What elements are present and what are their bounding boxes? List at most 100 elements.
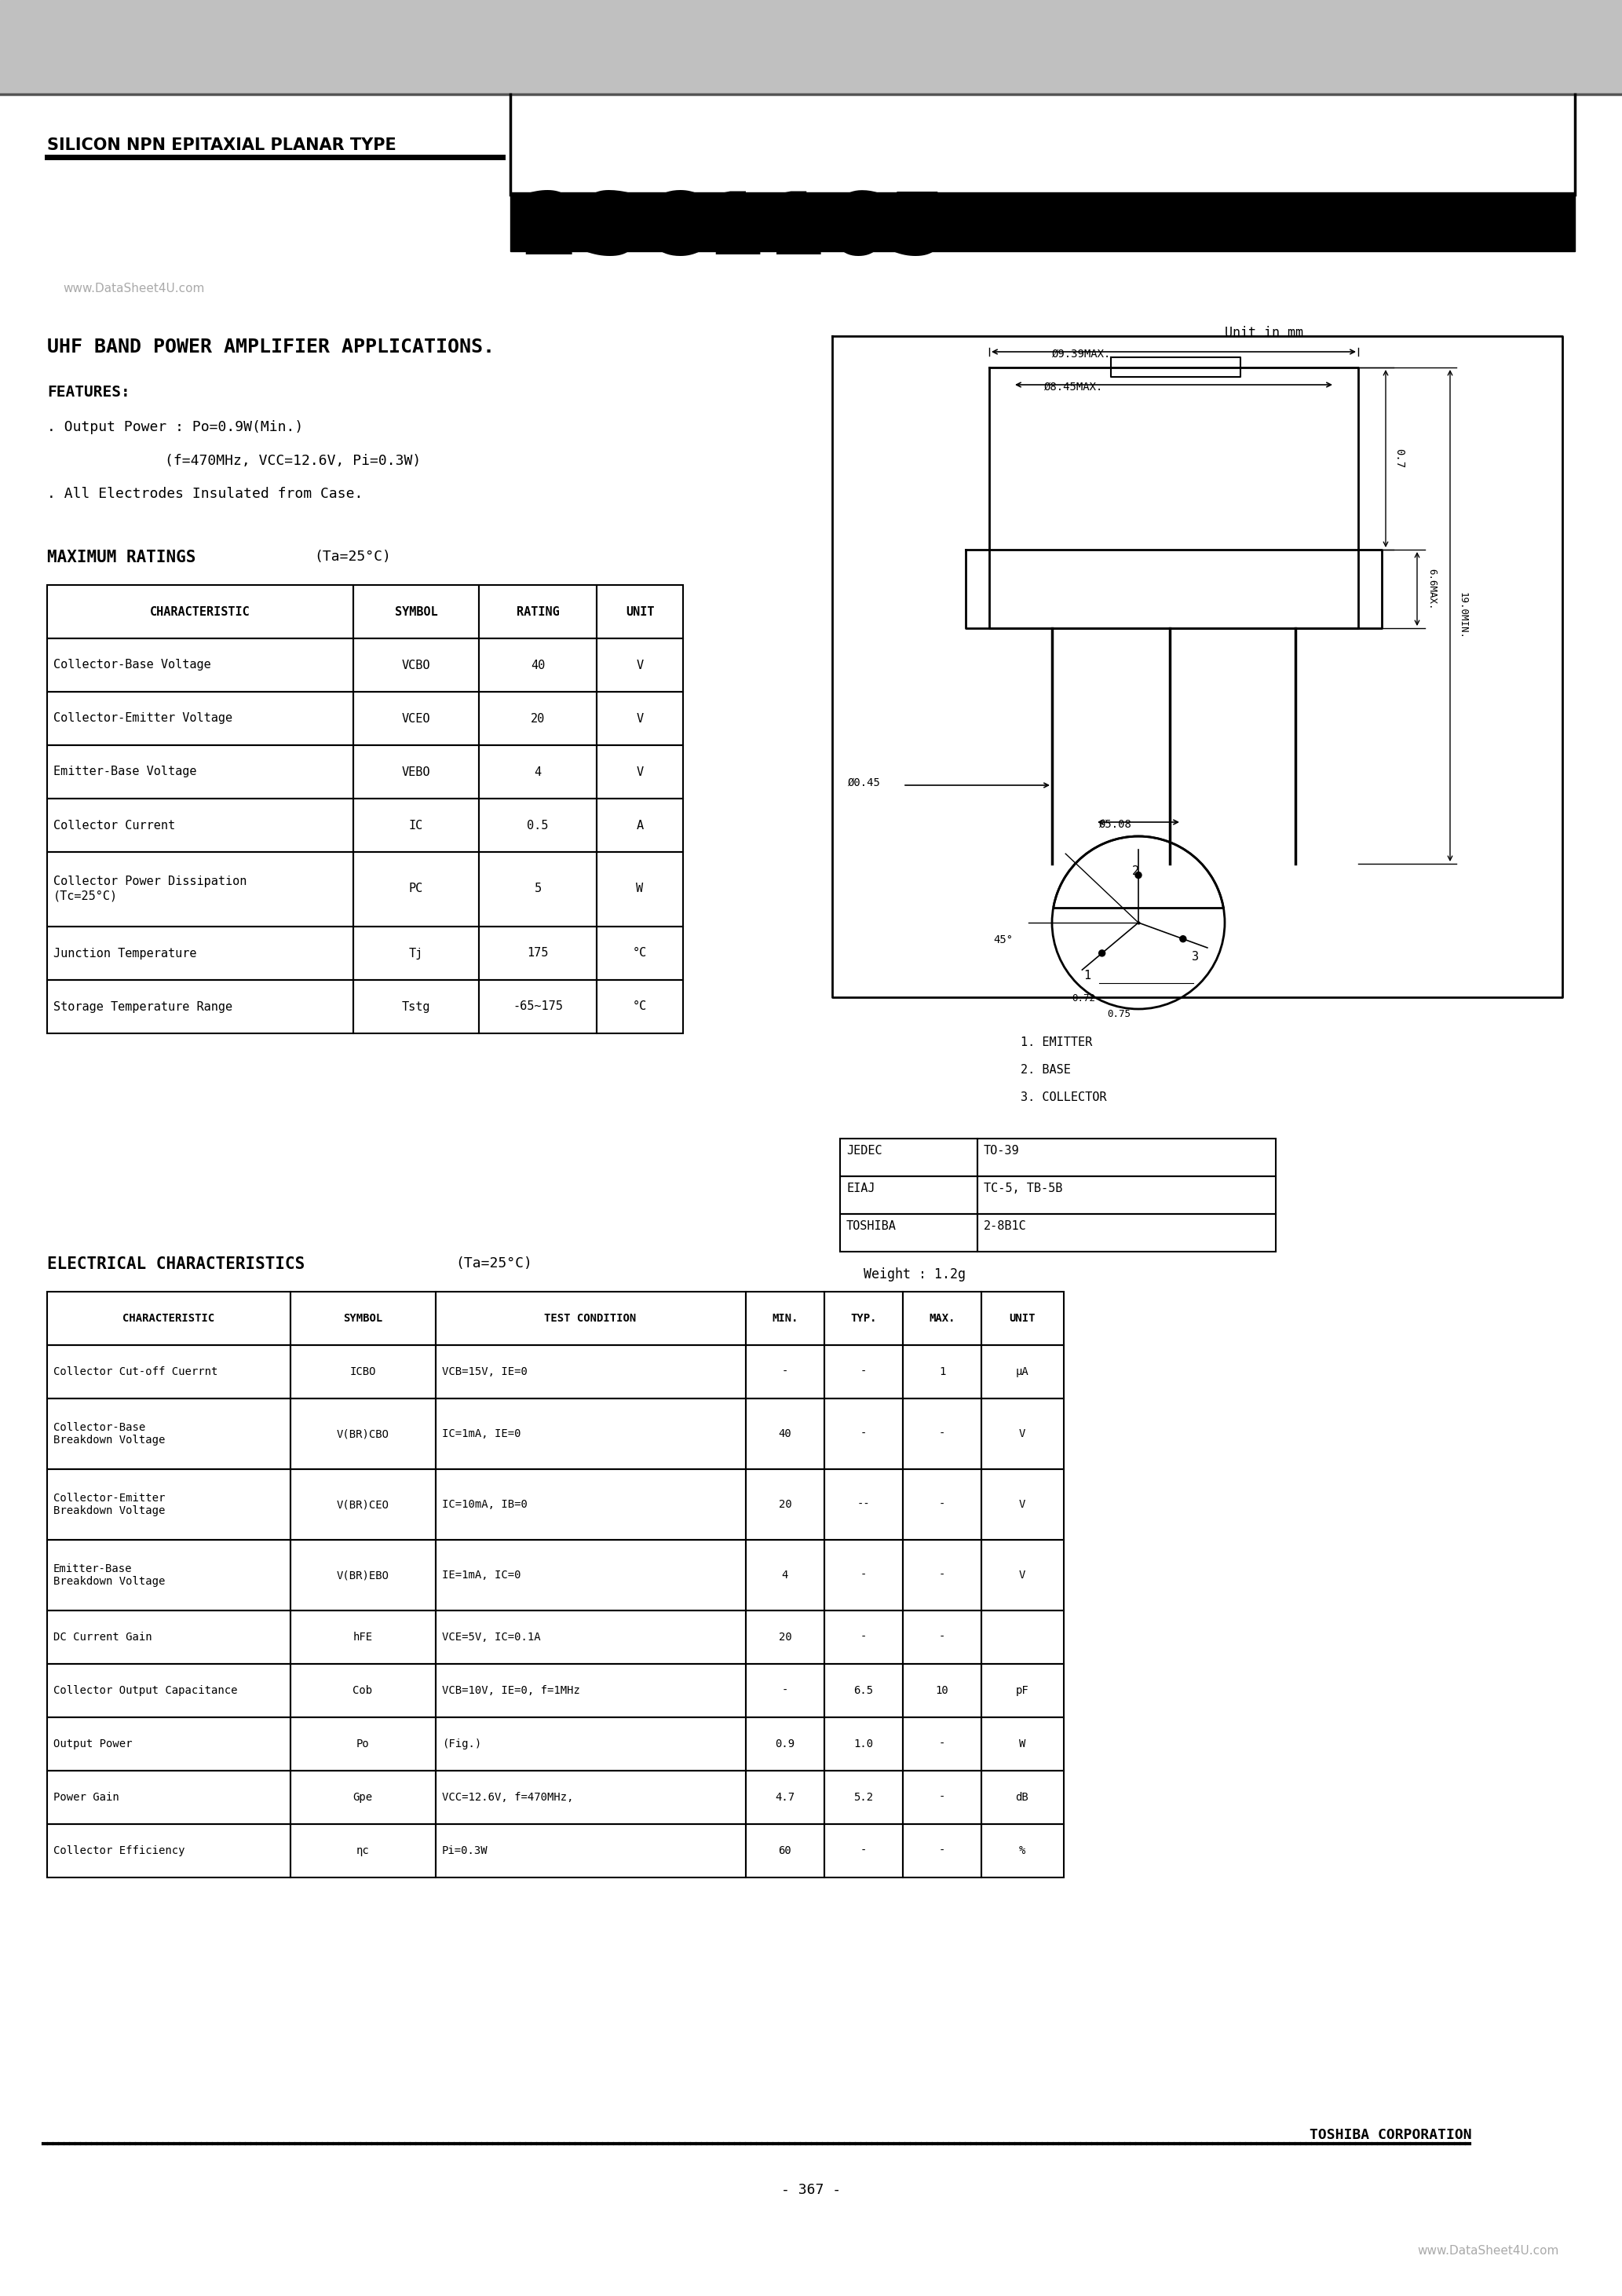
- Bar: [840, 1139, 978, 1176]
- Text: MAX.: MAX.: [929, 1313, 955, 1325]
- Bar: [290, 1665, 436, 1717]
- Text: SYMBOL: SYMBOL: [342, 1313, 383, 1325]
- Text: 1: 1: [939, 1366, 946, 1378]
- Text: V(BR)EBO: V(BR)EBO: [336, 1570, 389, 1580]
- Text: V: V: [1019, 1428, 1025, 1440]
- Text: 0.72: 0.72: [1072, 994, 1095, 1003]
- Text: TC-5, TB-5B: TC-5, TB-5B: [983, 1182, 1062, 1194]
- Bar: [824, 1293, 903, 1345]
- Bar: [47, 1398, 290, 1469]
- Bar: [47, 1609, 290, 1665]
- Bar: [978, 1215, 1277, 1251]
- Text: 6.6MAX.: 6.6MAX.: [1426, 569, 1437, 608]
- Text: 19.0MIN.: 19.0MIN.: [1458, 592, 1468, 638]
- Text: JEDEC: JEDEC: [847, 1146, 882, 1157]
- Text: 0.9: 0.9: [775, 1738, 795, 1750]
- Text: Collector Output Capacitance: Collector Output Capacitance: [54, 1685, 237, 1697]
- Text: Tstg: Tstg: [402, 1001, 430, 1013]
- Text: ηc: ηc: [357, 1846, 370, 1855]
- Bar: [746, 1717, 824, 1770]
- Bar: [354, 980, 478, 1033]
- Text: VCE=5V, IC=0.1A: VCE=5V, IC=0.1A: [443, 1632, 540, 1642]
- Text: VCC=12.6V, f=470MHz,: VCC=12.6V, f=470MHz,: [443, 1791, 574, 1802]
- Text: 2: 2: [1132, 866, 1139, 877]
- Text: Collector Cut-off Cuerrnt: Collector Cut-off Cuerrnt: [54, 1366, 217, 1378]
- Text: Emitter-Base Voltage: Emitter-Base Voltage: [54, 767, 196, 778]
- Bar: [47, 1665, 290, 1717]
- Text: -: -: [939, 1846, 946, 1855]
- Text: www.DataSheet4U.com: www.DataSheet4U.com: [63, 282, 204, 294]
- Text: Collector-Emitter Voltage: Collector-Emitter Voltage: [54, 712, 232, 723]
- Text: 0.75: 0.75: [1106, 1008, 1131, 1019]
- Bar: [597, 638, 683, 691]
- Text: V: V: [1019, 1499, 1025, 1511]
- Bar: [746, 1345, 824, 1398]
- Text: 20: 20: [779, 1499, 792, 1511]
- Bar: [47, 585, 354, 638]
- Bar: [436, 1823, 746, 1878]
- Bar: [903, 1609, 981, 1665]
- Text: TYP.: TYP.: [850, 1313, 878, 1325]
- Bar: [903, 1293, 981, 1345]
- Text: VCB=15V, IE=0: VCB=15V, IE=0: [443, 1366, 527, 1378]
- Text: -: -: [860, 1366, 866, 1378]
- Bar: [47, 1717, 290, 1770]
- Bar: [290, 1345, 436, 1398]
- Text: (Ta=25°C): (Ta=25°C): [315, 549, 391, 565]
- Bar: [840, 1215, 978, 1251]
- Bar: [981, 1770, 1064, 1823]
- Text: -: -: [939, 1738, 946, 1750]
- Bar: [981, 1717, 1064, 1770]
- Bar: [478, 585, 597, 638]
- Bar: [824, 1541, 903, 1609]
- Bar: [824, 1823, 903, 1878]
- Text: UHF BAND POWER AMPLIFIER APPLICATIONS.: UHF BAND POWER AMPLIFIER APPLICATIONS.: [47, 338, 495, 356]
- Bar: [840, 1176, 978, 1215]
- Bar: [478, 746, 597, 799]
- Bar: [597, 928, 683, 980]
- Bar: [981, 1665, 1064, 1717]
- Text: Power Gain: Power Gain: [54, 1791, 118, 1802]
- Text: 40: 40: [530, 659, 545, 670]
- Text: 1: 1: [1083, 969, 1092, 980]
- Text: -: -: [939, 1791, 946, 1802]
- Text: 1. EMITTER: 1. EMITTER: [1020, 1035, 1092, 1049]
- Text: EIAJ: EIAJ: [847, 1182, 874, 1194]
- Text: . Output Power : Po=0.9W(Min.): . Output Power : Po=0.9W(Min.): [47, 420, 303, 434]
- Bar: [746, 1469, 824, 1541]
- Text: MAXIMUM RATINGS: MAXIMUM RATINGS: [47, 549, 196, 565]
- Bar: [824, 1469, 903, 1541]
- Text: 2SC1165: 2SC1165: [517, 188, 949, 273]
- Text: V: V: [636, 659, 644, 670]
- Text: PC: PC: [409, 884, 423, 895]
- Text: - 367 -: - 367 -: [782, 2183, 840, 2197]
- Bar: [597, 585, 683, 638]
- Bar: [824, 1609, 903, 1665]
- Circle shape: [1135, 872, 1142, 879]
- Text: -: -: [939, 1632, 946, 1642]
- Bar: [981, 1398, 1064, 1469]
- Text: Ø8.45MAX.: Ø8.45MAX.: [1045, 381, 1103, 393]
- Bar: [436, 1665, 746, 1717]
- Text: --: --: [856, 1499, 869, 1511]
- Text: . All Electrodes Insulated from Case.: . All Electrodes Insulated from Case.: [47, 487, 363, 501]
- Text: V: V: [636, 712, 644, 723]
- Text: (Tc=25°C): (Tc=25°C): [54, 891, 118, 902]
- Bar: [47, 1823, 290, 1878]
- Text: Storage Temperature Range: Storage Temperature Range: [54, 1001, 232, 1013]
- Bar: [47, 638, 354, 691]
- Bar: [290, 1541, 436, 1609]
- Bar: [903, 1823, 981, 1878]
- Text: www.DataSheet4U.com: www.DataSheet4U.com: [1418, 2245, 1559, 2257]
- Text: 1.0: 1.0: [853, 1738, 874, 1750]
- Bar: [290, 1770, 436, 1823]
- Text: Breakdown Voltage: Breakdown Voltage: [54, 1575, 165, 1587]
- Circle shape: [1179, 937, 1186, 941]
- Text: Gpe: Gpe: [354, 1791, 373, 1802]
- Bar: [354, 585, 478, 638]
- Text: TOSHIBA CORPORATION: TOSHIBA CORPORATION: [1311, 2128, 1473, 2142]
- Text: -: -: [782, 1366, 788, 1378]
- Bar: [47, 852, 354, 928]
- Text: 0.7: 0.7: [1393, 448, 1405, 468]
- Text: CHARACTERISTIC: CHARACTERISTIC: [151, 606, 250, 618]
